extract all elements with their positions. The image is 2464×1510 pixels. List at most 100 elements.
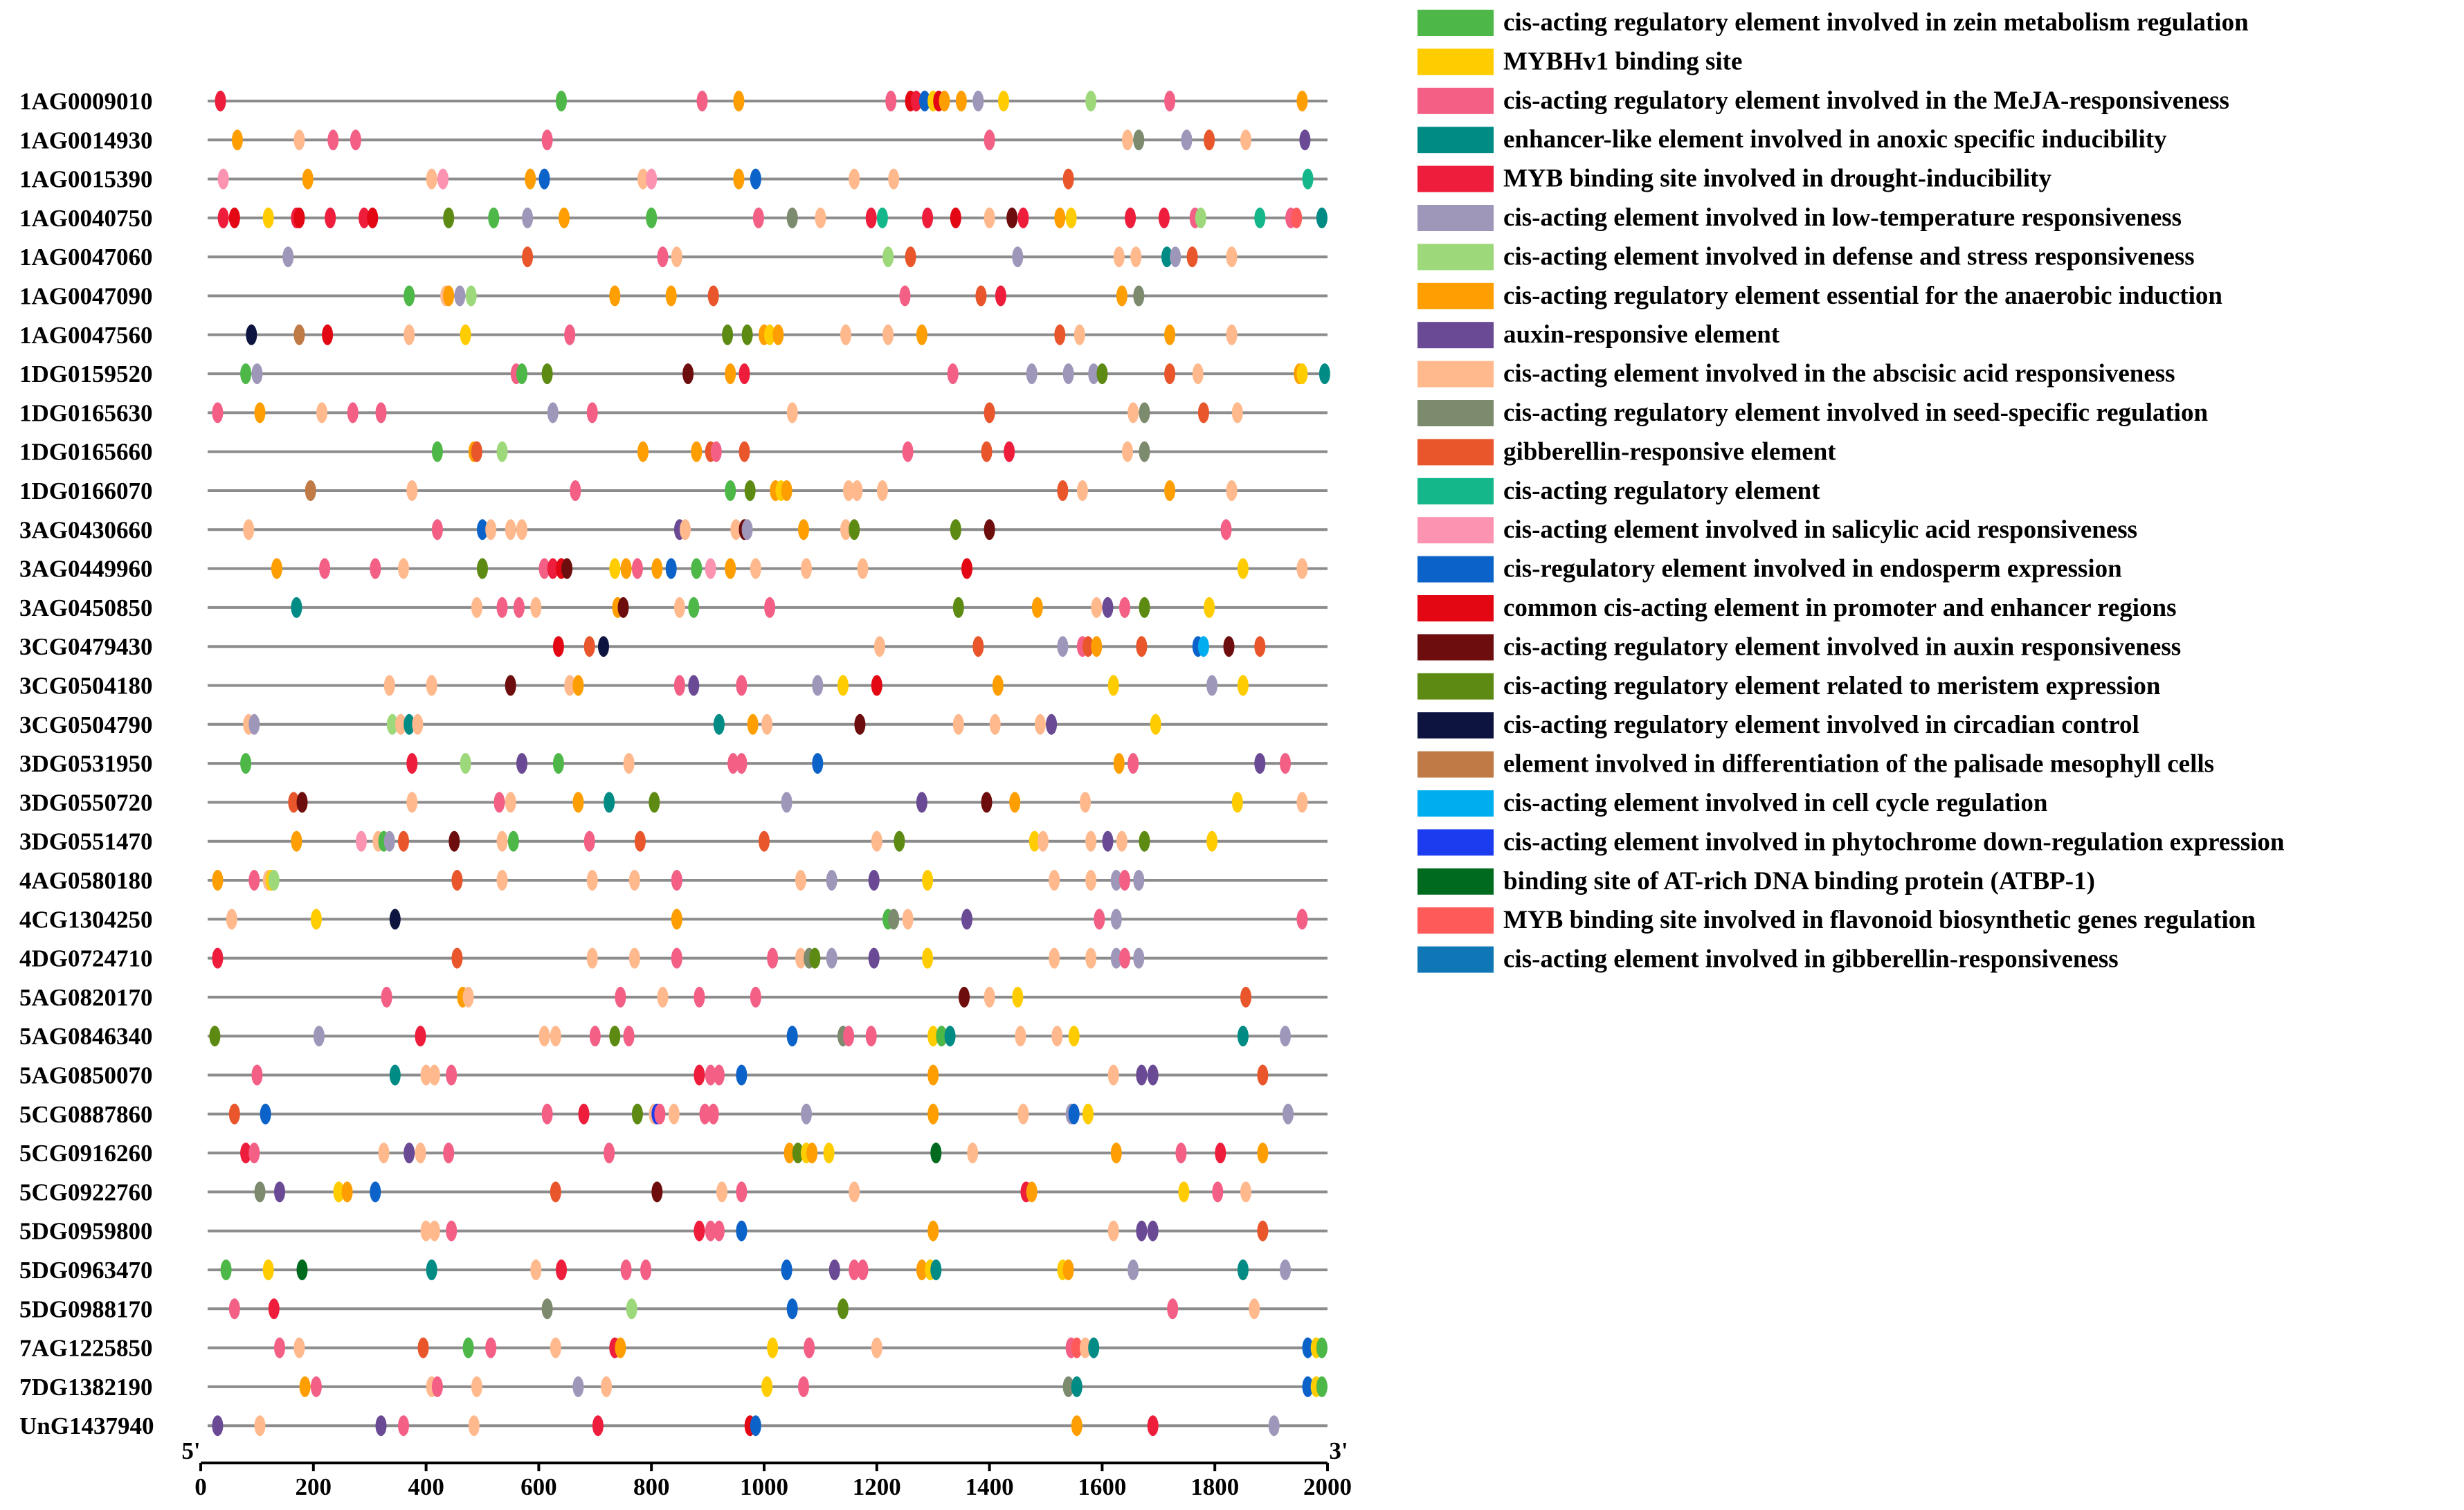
legend-item: cis-acting regulatory element involved i… <box>1417 711 2139 739</box>
motif-mark <box>694 1064 705 1086</box>
motif-mark <box>1017 207 1029 228</box>
gene-row: 5CG0916260 <box>19 1140 1328 1167</box>
motif-mark <box>1254 207 1266 228</box>
motif-mark <box>654 1103 666 1125</box>
motif-mark <box>927 1220 939 1241</box>
motif-mark <box>541 129 553 151</box>
gene-row: 5AG0820170 <box>19 984 1328 1011</box>
legend-item: cis-regulatory element involved in endos… <box>1417 555 2122 583</box>
motif-mark <box>750 168 761 190</box>
motif-mark <box>1136 636 1148 657</box>
motif-mark <box>673 597 685 618</box>
motif-mark <box>812 753 824 774</box>
motif-mark <box>707 1103 719 1125</box>
motif-mark <box>310 909 322 930</box>
motif-mark <box>640 1259 652 1280</box>
motif-mark <box>389 1064 401 1086</box>
motif-mark <box>981 441 993 462</box>
motif-mark <box>1133 285 1145 307</box>
motif-mark <box>786 1298 798 1320</box>
motif-mark <box>592 1415 604 1437</box>
gene-label: 3AG0449960 <box>19 556 153 583</box>
motif-mark <box>688 675 700 696</box>
motif-mark <box>1110 870 1122 891</box>
motif-mark <box>1316 207 1328 228</box>
motif-mark <box>764 597 776 618</box>
motif-mark <box>1136 1220 1148 1241</box>
motif-mark <box>1037 830 1049 852</box>
motif-mark <box>902 441 914 462</box>
motif-mark <box>1302 1337 1314 1358</box>
motif-mark <box>609 285 621 307</box>
motif-mark <box>795 870 806 891</box>
legend-label: cis-acting regulatory element <box>1503 477 1820 505</box>
motif-mark <box>713 1064 725 1086</box>
motif-mark <box>1291 207 1303 228</box>
motif-mark <box>707 285 719 307</box>
motif-mark <box>786 402 798 424</box>
motif-mark <box>1113 753 1125 774</box>
motif-mark <box>1226 246 1238 268</box>
motif-mark <box>967 1143 979 1164</box>
legend-item: cis-acting element involved in the absci… <box>1417 360 2175 388</box>
legend-label: MYB binding site involved in drought-ind… <box>1503 165 2051 193</box>
gene-row: 3AG0430660 <box>19 516 1328 543</box>
motif-mark <box>739 363 750 385</box>
gene-label: 1AG0047560 <box>19 322 153 349</box>
motif-mark <box>513 597 525 618</box>
motif-mark <box>260 1103 271 1125</box>
motif-mark <box>1139 441 1150 462</box>
legend-item: cis-acting regulatory element related to… <box>1417 672 2161 700</box>
gene-label: 1DG0159520 <box>19 361 153 388</box>
motif-mark <box>496 870 508 891</box>
legend-label: enhancer-like element involved in anoxic… <box>1503 125 2167 154</box>
motif-mark <box>1017 1103 1029 1125</box>
motif-mark <box>443 1143 455 1164</box>
motif-mark <box>961 558 972 579</box>
legend-item: cis-acting regulatory element essential … <box>1417 282 2222 310</box>
legend-item: cis-acting regulatory element <box>1417 477 1820 505</box>
motif-mark <box>589 1026 601 1047</box>
motif-mark <box>1237 1259 1249 1280</box>
motif-mark <box>404 1143 415 1164</box>
legend-swatch <box>1417 751 1494 778</box>
motif-mark <box>583 636 595 657</box>
motif-mark <box>1231 792 1243 813</box>
tick-label: 1600 <box>1078 1473 1126 1500</box>
motif-mark <box>212 402 224 424</box>
motif-mark <box>293 324 305 345</box>
motif-mark <box>1223 636 1235 657</box>
motif-mark <box>1164 480 1176 501</box>
motif-mark <box>916 1259 927 1280</box>
legend-swatch <box>1417 439 1494 466</box>
legend-item: common cis-acting element in promoter an… <box>1417 594 2177 622</box>
motif-mark <box>767 947 779 969</box>
motif-mark <box>944 1026 956 1047</box>
gene-label: 3CG0504180 <box>19 673 153 700</box>
three-prime-label: 3' <box>1329 1437 1348 1464</box>
motif-mark <box>849 168 860 190</box>
motif-mark <box>882 246 894 268</box>
motif-mark <box>1116 830 1127 852</box>
gene-label: 1AG0009010 <box>19 88 153 115</box>
motif-mark <box>496 830 508 852</box>
legend-item: binding site of AT-rich DNA binding prot… <box>1417 867 2095 895</box>
motif-mark <box>992 675 1004 696</box>
motif-mark <box>274 1337 285 1358</box>
tick-label: 800 <box>633 1473 670 1500</box>
motif-mark <box>325 207 336 228</box>
motif-mark <box>691 441 703 462</box>
motif-mark <box>1195 207 1206 228</box>
gene-label: 5AG0820170 <box>19 984 153 1011</box>
motif-mark <box>854 713 866 735</box>
motif-mark <box>215 91 226 111</box>
motif-mark <box>426 1259 437 1280</box>
gene-rows: 1AG0009010 1AG0014930 1AG0015390 1AG0040750… <box>19 88 1330 1439</box>
motif-mark <box>736 753 748 774</box>
motif-mark <box>359 207 370 228</box>
legend-label: gibberellin-responsive element <box>1503 437 1836 466</box>
motif-mark <box>725 558 736 579</box>
motif-mark <box>752 207 764 228</box>
motif-mark <box>1220 519 1232 540</box>
